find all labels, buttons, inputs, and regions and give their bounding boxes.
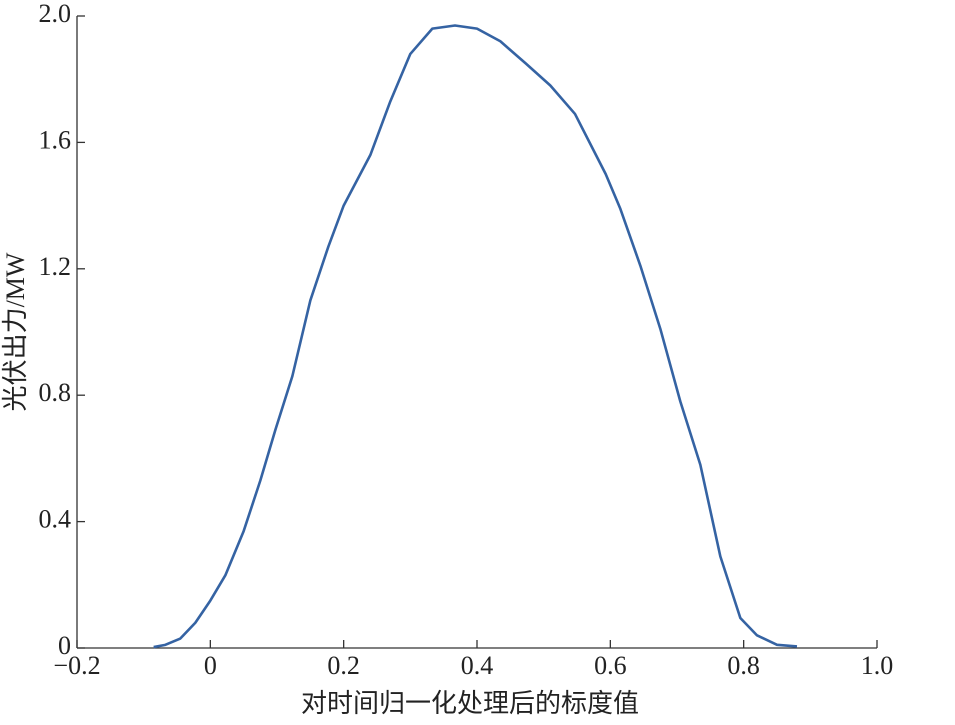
x-tick-label: 0 bbox=[204, 651, 217, 680]
y-tick-label: 1.6 bbox=[39, 125, 72, 154]
y-tick-label: 0.8 bbox=[39, 378, 72, 407]
x-tick-label: 0.4 bbox=[461, 651, 494, 680]
x-tick-label: 1.0 bbox=[861, 651, 894, 680]
y-tick-label: 0 bbox=[58, 631, 71, 660]
x-tick-label: −0.2 bbox=[53, 651, 100, 680]
y-tick-label: 1.2 bbox=[39, 252, 72, 281]
x-tick-label: 0.2 bbox=[327, 651, 360, 680]
y-axis-label: 光伏出力/MW bbox=[1, 252, 30, 411]
x-axis-label: 对时间归一化处理后的标度值 bbox=[301, 689, 639, 718]
x-tick-label: 0.8 bbox=[727, 651, 760, 680]
x-tick-label: 0.6 bbox=[594, 651, 627, 680]
data-line bbox=[153, 24, 798, 649]
y-tick-label: 2.0 bbox=[39, 0, 72, 28]
y-tick-label: 0.4 bbox=[39, 505, 72, 534]
